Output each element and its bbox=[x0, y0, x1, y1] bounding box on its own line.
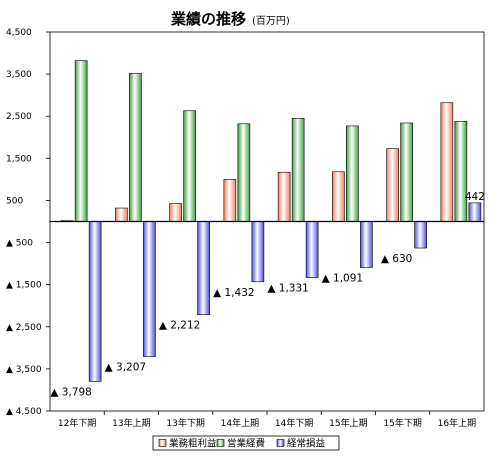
bar-series-3 bbox=[468, 202, 482, 222]
bar-series-3 bbox=[143, 221, 156, 357]
plot-area: 4,500 3,500 2,500 1,500 500 ▲ 500 ▲ 1,500 ▲ 2,5… bbox=[6, 28, 485, 429]
x-tick-label: 15年下期 bbox=[383, 417, 421, 429]
bar-series-2 bbox=[291, 118, 305, 222]
y-tick-label: 4,500 bbox=[6, 28, 32, 38]
data-label: 442 bbox=[465, 191, 485, 203]
bar-series-3 bbox=[197, 221, 210, 315]
bar-series-1 bbox=[277, 171, 291, 222]
bar-series-3 bbox=[251, 221, 265, 283]
data-label: ▲ 1,331 bbox=[267, 283, 308, 295]
chart-title-unit: (百万円) bbox=[252, 15, 290, 27]
y-tick-label: ▲ 500 bbox=[6, 239, 33, 249]
data-label: ▲ 1,432 bbox=[213, 287, 254, 299]
x-tick-label: 14年下期 bbox=[275, 417, 313, 429]
x-tick-label: 14年上期 bbox=[221, 417, 259, 429]
data-label: ▲ 2,212 bbox=[159, 320, 200, 332]
y-tick-label: 3,500 bbox=[6, 70, 32, 80]
bar-series-2 bbox=[237, 123, 251, 222]
y-tick-label: 500 bbox=[6, 196, 23, 206]
bar-series-1 bbox=[332, 171, 345, 222]
data-label: ▲ 1,091 bbox=[322, 272, 363, 284]
y-tick-label: ▲ 3,500 bbox=[6, 365, 42, 375]
bar-series-1 bbox=[169, 203, 182, 222]
bar-series-2 bbox=[454, 120, 468, 222]
y-tick-label: ▲ 2,500 bbox=[6, 323, 42, 333]
y-tick-label: ▲ 4,500 bbox=[6, 407, 42, 417]
bar-series-2 bbox=[129, 72, 142, 222]
y-tick-label: 1,500 bbox=[6, 154, 32, 164]
data-label: ▲ 3,798 bbox=[50, 386, 91, 398]
bar-series-1 bbox=[386, 148, 399, 222]
chart-title: 業績の推移 bbox=[170, 10, 246, 28]
bar-series-3 bbox=[360, 221, 373, 268]
legend-label: 業務粗利益 bbox=[169, 438, 217, 450]
bar-series-2 bbox=[183, 110, 196, 222]
x-tick-label: 13年下期 bbox=[166, 417, 204, 429]
bar-series-2 bbox=[400, 122, 413, 222]
data-label: ▲ 630 bbox=[381, 253, 412, 265]
legend: 業務粗利益 営業経費 経常損益 bbox=[152, 435, 340, 451]
legend-swatch bbox=[276, 439, 285, 447]
data-label: ▲ 3,207 bbox=[105, 362, 146, 374]
legend-swatch bbox=[158, 439, 167, 447]
y-tick-label: 2,500 bbox=[6, 112, 32, 122]
x-tick-label: 15年上期 bbox=[329, 417, 367, 429]
bar-series-3 bbox=[414, 221, 427, 249]
x-tick-label: 12年下期 bbox=[58, 417, 96, 429]
x-tick-label: 13年上期 bbox=[112, 417, 150, 429]
bar-series-3 bbox=[88, 221, 102, 382]
bar-series-1 bbox=[223, 179, 237, 222]
y-tick-label: ▲ 1,500 bbox=[6, 281, 42, 291]
bar-series-1 bbox=[115, 207, 128, 222]
legend-label: 営業経費 bbox=[227, 438, 265, 450]
bar-series-2 bbox=[346, 125, 359, 222]
bar-series-2 bbox=[74, 60, 88, 222]
x-tick-label: 16年上期 bbox=[438, 417, 476, 429]
legend-box bbox=[152, 435, 340, 451]
legend-swatch bbox=[216, 439, 225, 447]
legend-label: 経常損益 bbox=[287, 438, 326, 450]
bar-series-3 bbox=[305, 221, 319, 278]
bar-series-1 bbox=[440, 102, 454, 222]
